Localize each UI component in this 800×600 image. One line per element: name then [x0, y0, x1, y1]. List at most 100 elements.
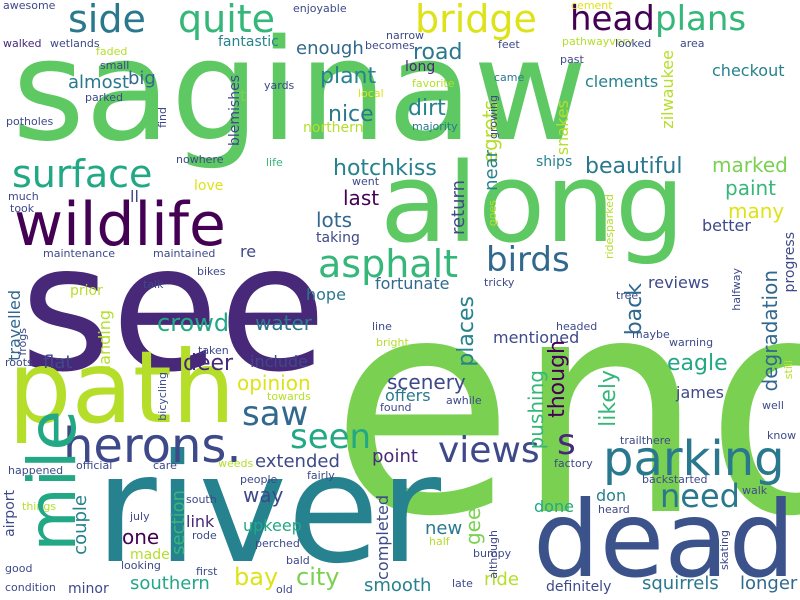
- word-majority: majority: [412, 120, 458, 133]
- word-well: well: [762, 399, 784, 412]
- word-landing: landing: [95, 310, 114, 370]
- word-much: much: [8, 190, 39, 203]
- word-heard: heard: [598, 503, 630, 516]
- word-bumpy: bumpy: [473, 547, 512, 560]
- word-late: late: [452, 577, 473, 590]
- word-weeds: weeds: [218, 457, 254, 470]
- word-narrow: narrow: [386, 29, 425, 42]
- word-last: last: [343, 186, 380, 210]
- word-towards: towards: [267, 390, 311, 403]
- word-talk: talk: [143, 278, 164, 291]
- word-nice: nice: [328, 102, 374, 127]
- word-pathwayvery: pathwayvery: [562, 35, 634, 48]
- word-airport: airport: [2, 490, 18, 537]
- word-maybe: maybe: [632, 328, 670, 341]
- word-line: line: [372, 320, 392, 333]
- word-blemishes: blemishes: [227, 75, 243, 146]
- word-long: long: [405, 59, 436, 75]
- word-re: re: [240, 242, 257, 261]
- word-mentioned: mentioned: [493, 328, 580, 347]
- word-skating: skating: [718, 530, 731, 570]
- word-many: many: [728, 199, 785, 223]
- word-condition: condition: [5, 581, 56, 594]
- word-views: views: [438, 430, 540, 471]
- word-went: went: [352, 175, 380, 188]
- word-scenery: scenery: [387, 370, 466, 394]
- word-halfway: halfway: [730, 268, 743, 311]
- word-t: t: [240, 86, 247, 105]
- word-ll: ll: [130, 187, 139, 206]
- word-southern: southern: [130, 573, 210, 594]
- word-find: find: [156, 107, 169, 128]
- word-love: love: [194, 178, 224, 194]
- word-prior: prior: [70, 283, 103, 299]
- word-fairly: fairly: [307, 469, 335, 482]
- word-maintenance: maintenance: [43, 247, 116, 260]
- word-completed: completed: [373, 495, 392, 580]
- word-maintained: maintained: [153, 247, 216, 260]
- word-dead: dead: [533, 479, 796, 600]
- word-people: people: [240, 473, 278, 486]
- word-include: include: [250, 352, 308, 371]
- word-goes: goes: [486, 200, 499, 227]
- word-old: old: [276, 583, 293, 596]
- word-factory: factory: [554, 457, 593, 470]
- word-near: near: [481, 150, 502, 191]
- word-couple: couple: [70, 495, 91, 555]
- word-fantastic: fantastic: [218, 34, 279, 50]
- word-know: know: [767, 429, 797, 442]
- word-upkeep: upkeep: [243, 516, 302, 535]
- word-ride: ride: [484, 569, 519, 590]
- word-favorite: favorite: [412, 77, 455, 90]
- word-feet: feet: [498, 38, 520, 51]
- word-july: july: [130, 510, 150, 523]
- word-james: james: [676, 383, 725, 402]
- word-extended: extended: [255, 451, 340, 472]
- word-need: need: [660, 477, 740, 515]
- word-life: life: [266, 156, 283, 169]
- word-water: water: [255, 311, 312, 335]
- word-opinion: opinion: [237, 371, 311, 395]
- word-half: half: [429, 535, 450, 548]
- word-s: s: [557, 422, 576, 463]
- word-fortunate: fortunate: [375, 274, 450, 293]
- word-city: city: [296, 563, 340, 591]
- word-almost: almost: [68, 72, 130, 93]
- word-warning: warning: [669, 336, 714, 349]
- word-lots: lots: [316, 208, 353, 232]
- word-along: along: [380, 139, 685, 267]
- word-end: end: [330, 233, 800, 582]
- word-frogs: frogs: [16, 328, 29, 356]
- word-better: better: [702, 216, 751, 235]
- word-looked: looked: [615, 37, 652, 50]
- word-herons: herons.: [63, 418, 242, 474]
- word-parking: parking: [603, 431, 785, 487]
- word-backstarted: backstarted: [642, 473, 708, 486]
- word-pushing: pushing: [524, 370, 548, 450]
- word-trailthere: trailthere: [620, 434, 671, 447]
- word-walk: walk: [742, 484, 768, 497]
- word-smooth: smooth: [364, 575, 432, 596]
- word-though: though: [545, 340, 570, 418]
- word-growing: growing: [487, 95, 500, 139]
- word-checkout: checkout: [712, 61, 785, 80]
- word-quite: quite: [178, 0, 276, 41]
- word-hope: hope: [306, 285, 346, 304]
- word-walked: walked: [3, 37, 42, 50]
- word-way: way: [243, 483, 284, 507]
- word-although: although: [487, 530, 500, 579]
- word-official: official: [76, 459, 113, 472]
- word-river: river: [95, 423, 442, 597]
- word-head: head: [570, 0, 655, 39]
- word-places: places: [454, 296, 479, 367]
- word-came: came: [494, 71, 525, 84]
- word-big: big: [128, 68, 156, 89]
- word-yards: yards: [264, 79, 295, 92]
- word-roots: roots: [5, 356, 33, 369]
- word-done: done: [534, 497, 574, 516]
- word-things: things: [22, 500, 57, 513]
- word-offers: offers: [385, 386, 431, 405]
- word-looking: looking: [121, 559, 161, 572]
- word-crowd: crowd: [157, 309, 230, 337]
- word-plans: plans: [655, 0, 747, 39]
